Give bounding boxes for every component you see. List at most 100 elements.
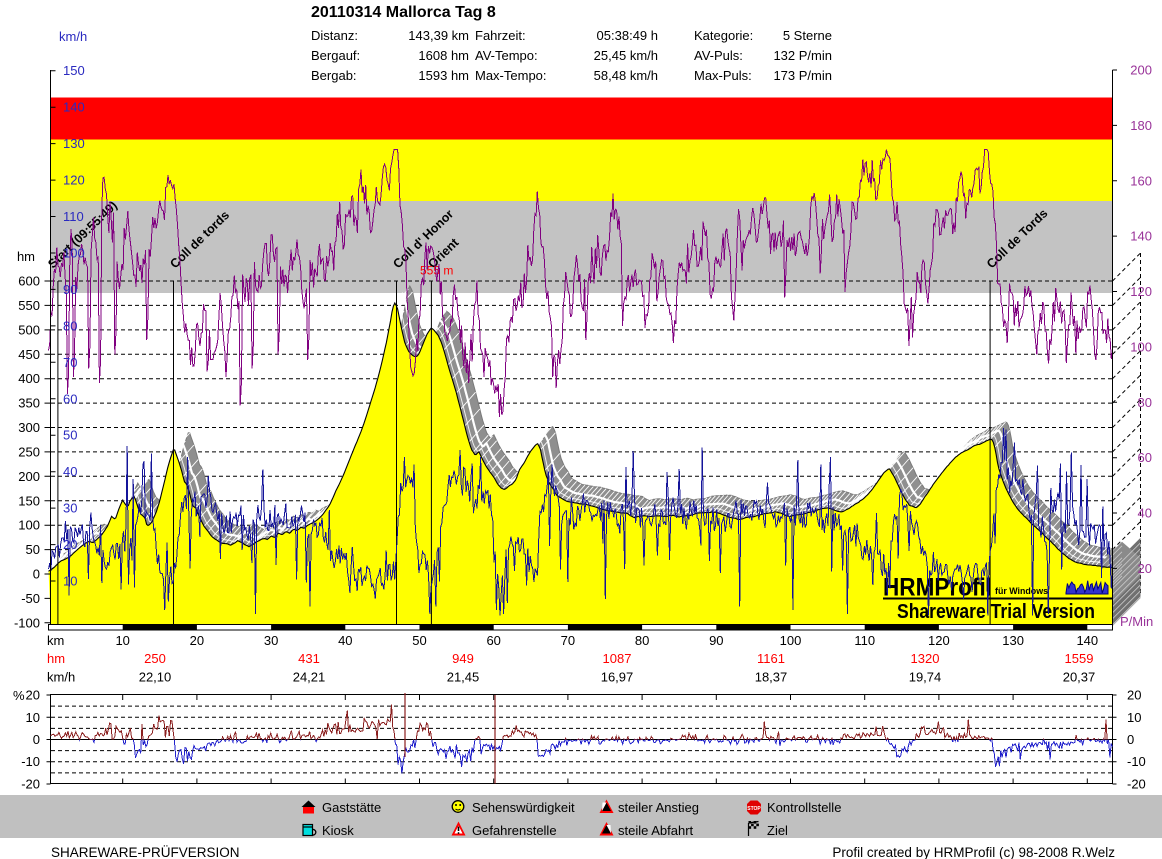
svg-text:21,45: 21,45 [447, 670, 480, 685]
svg-text:150: 150 [18, 493, 40, 508]
svg-text:60: 60 [1138, 450, 1152, 465]
svg-text:10: 10 [63, 574, 77, 589]
svg-text:Gaststätte: Gaststätte [322, 800, 381, 815]
svg-text:130: 130 [63, 136, 85, 151]
svg-text:150: 150 [63, 63, 85, 78]
svg-text:Profil created by HRMProfil (c: Profil created by HRMProfil (c) 98-2008 … [832, 845, 1115, 859]
svg-text:10: 10 [26, 710, 40, 725]
svg-text:-20: -20 [1127, 777, 1146, 792]
svg-text:25,45 km/h: 25,45 km/h [594, 48, 658, 63]
svg-text:Kiosk: Kiosk [322, 823, 354, 838]
svg-text:250: 250 [144, 651, 166, 666]
svg-text:110: 110 [854, 633, 875, 648]
svg-text:50: 50 [26, 542, 40, 557]
svg-text:22,10: 22,10 [139, 670, 172, 685]
svg-text:Distanz:: Distanz: [311, 28, 358, 43]
svg-text:10: 10 [115, 633, 129, 648]
svg-text:Shareware Trial Version: Shareware Trial Version [897, 601, 1095, 623]
svg-text:450: 450 [18, 347, 40, 362]
svg-text:200: 200 [1130, 63, 1152, 78]
svg-text:5 Sterne: 5 Sterne [783, 28, 832, 43]
svg-text:100: 100 [63, 246, 85, 261]
svg-text:16,97: 16,97 [601, 670, 634, 685]
svg-text:130: 130 [1002, 633, 1024, 648]
svg-text:100: 100 [18, 518, 40, 533]
svg-text:40: 40 [1138, 506, 1152, 521]
svg-text:1087: 1087 [603, 651, 632, 666]
svg-text:132 P/min: 132 P/min [773, 48, 832, 63]
svg-text:140: 140 [1076, 633, 1098, 648]
svg-text:58,48 km/h: 58,48 km/h [594, 68, 658, 83]
svg-text:-100: -100 [14, 615, 40, 630]
svg-text:20: 20 [1127, 688, 1141, 703]
svg-text:-10: -10 [21, 754, 40, 769]
svg-text:AV-Tempo:: AV-Tempo: [475, 48, 538, 63]
svg-text:120: 120 [928, 633, 950, 648]
svg-text:600: 600 [18, 274, 40, 289]
svg-text:hm: hm [47, 651, 65, 666]
svg-text:20: 20 [26, 688, 40, 703]
svg-text:für Windows: für Windows [995, 586, 1048, 596]
svg-text:steiler Anstieg: steiler Anstieg [618, 800, 699, 815]
svg-text:1593 hm: 1593 hm [418, 68, 469, 83]
svg-text:949: 949 [452, 651, 474, 666]
svg-text:1608 hm: 1608 hm [418, 48, 469, 63]
svg-text:20,37: 20,37 [1063, 670, 1096, 685]
svg-text:Max-Puls:: Max-Puls: [694, 68, 752, 83]
svg-text:P/Min: P/Min [1120, 614, 1153, 629]
svg-text:-20: -20 [21, 777, 40, 792]
svg-text:Ziel: Ziel [767, 823, 788, 838]
svg-text:20: 20 [63, 537, 77, 552]
svg-text:0: 0 [1127, 732, 1134, 747]
svg-text:-50: -50 [21, 591, 40, 606]
svg-text:80: 80 [635, 633, 649, 648]
svg-text:1320: 1320 [911, 651, 940, 666]
svg-text:550: 550 [18, 298, 40, 313]
svg-text:70: 70 [63, 355, 77, 370]
svg-text:0: 0 [33, 732, 40, 747]
svg-text:-10: -10 [1127, 754, 1146, 769]
svg-text:50: 50 [63, 428, 77, 443]
svg-text:143,39 km: 143,39 km [408, 28, 469, 43]
svg-text:60: 60 [486, 633, 500, 648]
svg-text:%: % [13, 688, 25, 703]
svg-text:km: km [47, 633, 64, 648]
svg-text:140: 140 [1130, 229, 1152, 244]
svg-text:70: 70 [561, 633, 575, 648]
svg-text:10: 10 [1127, 710, 1141, 725]
svg-text:300: 300 [18, 420, 40, 435]
svg-text:140: 140 [63, 100, 85, 115]
svg-text:100: 100 [780, 633, 802, 648]
svg-text:90: 90 [63, 282, 77, 297]
svg-text:Gefahrenstelle: Gefahrenstelle [472, 823, 557, 838]
svg-text:hm: hm [17, 249, 35, 264]
svg-text:500: 500 [18, 322, 40, 337]
svg-text:STOP: STOP [747, 806, 761, 812]
svg-text:Sehenswürdigkeit: Sehenswürdigkeit [472, 800, 575, 815]
svg-text:40: 40 [63, 464, 77, 479]
svg-text:05:38:49 h: 05:38:49 h [597, 28, 658, 43]
svg-text:24,21: 24,21 [293, 670, 326, 685]
svg-text:Fahrzeit:: Fahrzeit: [475, 28, 526, 43]
svg-text:steile Abfahrt: steile Abfahrt [618, 823, 694, 838]
svg-text:120: 120 [1130, 284, 1152, 299]
svg-text:200: 200 [18, 469, 40, 484]
svg-text:400: 400 [18, 371, 40, 386]
svg-text:Max-Tempo:: Max-Tempo: [475, 68, 547, 83]
svg-text:100: 100 [1130, 339, 1152, 354]
svg-text:Bergab:: Bergab: [311, 68, 357, 83]
svg-text:20110314 Mallorca Tag 8: 20110314 Mallorca Tag 8 [311, 4, 496, 21]
svg-text:AV-Puls:: AV-Puls: [694, 48, 743, 63]
svg-text:50: 50 [412, 633, 426, 648]
svg-text:90: 90 [709, 633, 723, 648]
svg-text:Bergauf:: Bergauf: [311, 48, 360, 63]
svg-text:173 P/min: 173 P/min [773, 68, 832, 83]
svg-text:0: 0 [33, 567, 40, 582]
svg-text:160: 160 [1130, 173, 1152, 188]
svg-text:18,37: 18,37 [755, 670, 788, 685]
svg-text:555 m: 555 m [420, 264, 453, 278]
svg-text:20: 20 [190, 633, 204, 648]
svg-text:Kategorie:: Kategorie: [694, 28, 753, 43]
svg-text:110: 110 [63, 209, 84, 224]
svg-text:431: 431 [298, 651, 320, 666]
